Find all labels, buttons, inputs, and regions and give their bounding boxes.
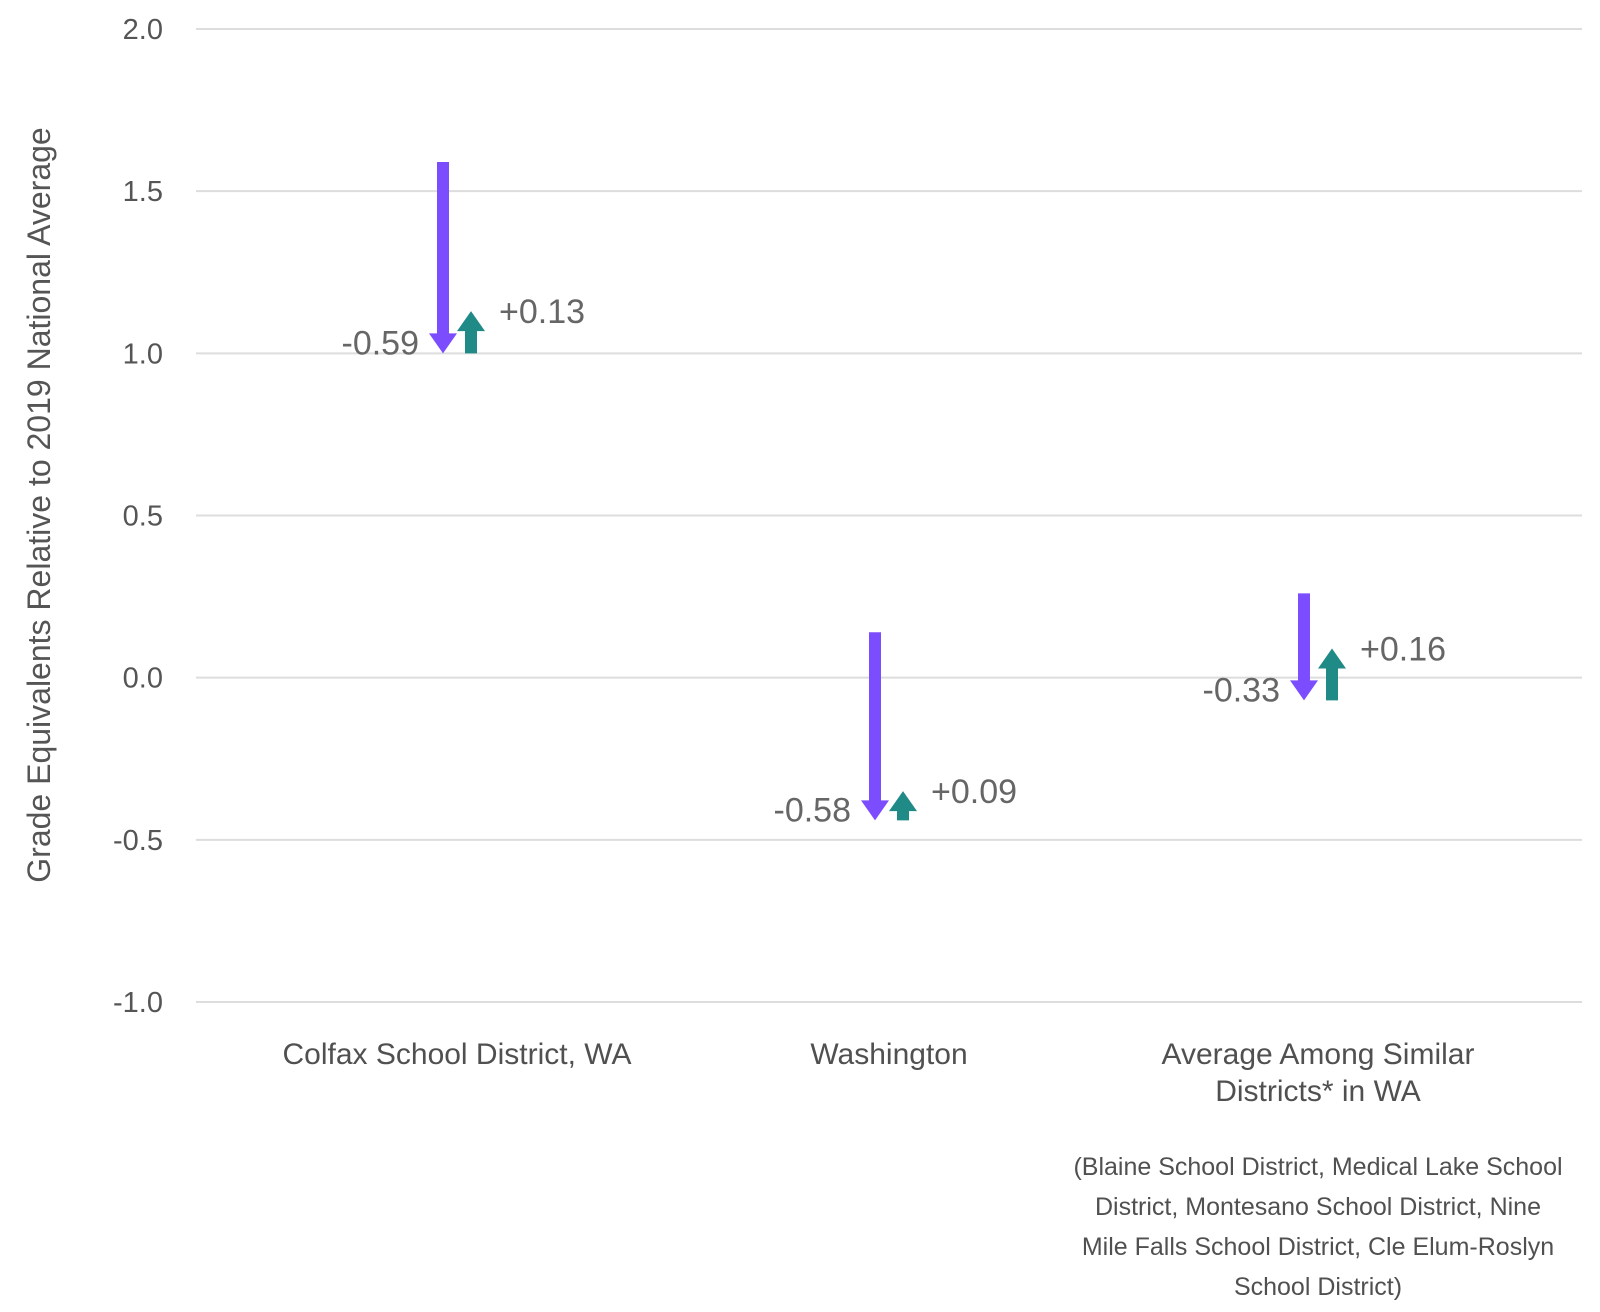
category-labels: Colfax School District, WA Washington Aver… [283,1038,1563,1301]
recovery-label: +0.13 [499,293,585,331]
y-tick-label: -0.5 [113,825,163,857]
category-label: Districts* in WA [1215,1075,1421,1108]
recovery-arrow [889,791,917,821]
category-label: Washington [810,1038,967,1071]
category-note: School District) [1234,1273,1402,1301]
recovery-label: +0.09 [931,773,1017,811]
y-tick-label: 1.0 [123,338,163,370]
recovery-label: +0.16 [1360,630,1446,668]
category-label: Average Among Similar [1162,1038,1475,1071]
recovery-arrow [457,311,485,354]
category-note: (Blaine School District, Medical Lake Sc… [1073,1153,1562,1181]
y-tick-label: -1.0 [113,987,163,1019]
category-label: Colfax School District, WA [283,1038,632,1071]
decline-arrow [429,161,457,354]
y-axis-ticks: 2.0 1.5 1.0 0.5 0.0 -0.5 -1.0 [113,14,163,1019]
decline-label: -0.33 [1203,671,1281,709]
y-tick-label: 0.0 [123,663,163,695]
decline-label: -0.58 [774,791,852,829]
category-note: District, Montesano School District, Nin… [1095,1193,1541,1221]
gridlines [196,28,1582,1003]
arrow-marks: -0.59 +0.13 -0.58 +0.09 -0.33 +0.16 [342,161,1446,829]
decline-label: -0.59 [342,324,420,362]
decline-arrow [861,632,889,821]
recovery-arrow [1318,648,1346,701]
y-tick-label: 0.5 [123,501,163,533]
category-note: Mile Falls School District, Cle Elum-Ros… [1082,1233,1554,1261]
y-tick-label: 1.5 [123,176,163,208]
decline-arrow [1290,593,1318,701]
y-tick-label: 2.0 [123,14,163,46]
y-axis-title: Grade Equivalents Relative to 2019 Natio… [21,127,57,882]
